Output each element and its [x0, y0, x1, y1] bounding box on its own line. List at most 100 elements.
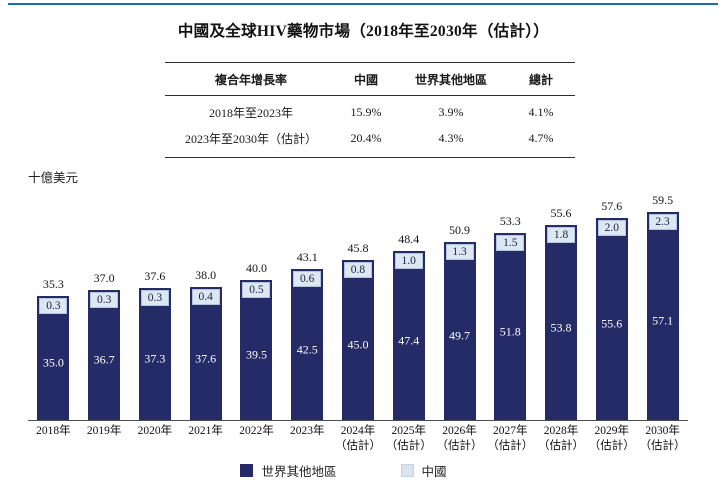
- bar-rest-of-world-segment: 0.3 37.3: [138, 288, 171, 420]
- cagr-row-china-value: 20.4%: [350, 131, 382, 145]
- bar-rest-of-world-segment: 1.3 49.7: [443, 242, 476, 420]
- bar-rest-of-world-value: 55.6: [601, 316, 623, 331]
- cagr-row-total-value: 4.1%: [528, 105, 554, 119]
- bar-group: 40.0 0.5 39.5: [231, 190, 282, 420]
- bar-group: 38.0 0.4 37.6: [180, 190, 231, 420]
- bar-china-segment-label: 0.4: [191, 289, 220, 305]
- bar-group: 55.6 1.8 53.8: [536, 190, 587, 420]
- bar-rest-of-world-segment: 0.6 42.5: [291, 269, 324, 420]
- bar-china-segment-label: 0.3: [39, 298, 68, 314]
- x-axis-label: 2029年 （估計）: [588, 425, 635, 452]
- bar-rest-of-world-segment: 1.8 53.8: [545, 225, 578, 420]
- bar-china-segment-label: 0.6: [293, 271, 322, 287]
- cagr-row-total-value: 4.7%: [528, 131, 554, 145]
- cagr-row-rest-of-world-value: 4.3%: [438, 131, 464, 145]
- bar-china-segment-label: 0.3: [140, 290, 169, 306]
- x-axis-label: 2022年: [239, 425, 274, 437]
- bar-rest-of-world-value: 42.5: [296, 342, 318, 356]
- total-value-label: 53.3: [499, 214, 521, 228]
- total-value-label: 57.6: [601, 199, 623, 213]
- bar-group: 43.1 0.6 42.5: [282, 190, 333, 420]
- legend-item-china: 中國: [400, 461, 447, 480]
- cagr-table-header-row: 複合年增長率 中國 世界其他地區 總計: [165, 63, 575, 96]
- x-axis-labels: 2018年 2019年 2020年 2021年 2022年 2023年 2024年 （估計） 2…: [28, 424, 688, 454]
- bar-rest-of-world-value: 57.1: [652, 313, 674, 328]
- total-value-label: 55.6: [550, 206, 572, 220]
- bar-rest-of-world-value: 49.7: [449, 328, 470, 343]
- bar-group: 35.3 0.3 35.0: [28, 190, 79, 420]
- bar-rest-of-world-value: 51.8: [499, 324, 521, 338]
- page-title: 中國及全球HIV藥物市場（2018年至2030年（估計））: [177, 23, 550, 40]
- chart-legend: 世界其他地區 中國: [0, 461, 687, 480]
- x-axis-label: 2026年 （估計）: [436, 425, 483, 452]
- top-divider-line: [8, 3, 718, 5]
- x-axis-label: 2023年: [289, 425, 325, 437]
- cagr-table-body: 2018年至2023年 15.9% 3.9% 4.1% 2023年至2030年（…: [165, 96, 575, 158]
- total-value-label: 43.1: [296, 250, 318, 264]
- bar-china-segment-label: 1.3: [445, 244, 474, 260]
- legend-swatch-china: [400, 464, 414, 477]
- legend-item-rest-of-world: 世界其他地區: [240, 461, 337, 480]
- bar-china-segment-label: 1.5: [496, 235, 525, 251]
- table-row: 2018年至2023年 15.9% 3.9% 4.1%: [165, 99, 575, 125]
- bar-group: 45.8 0.8 45.0: [333, 190, 384, 420]
- cagr-header-china: 中國: [353, 73, 378, 87]
- bar-group: 37.6 0.3 37.3: [130, 190, 181, 420]
- cagr-row-period: 2018年至2023年: [208, 106, 293, 120]
- cagr-header-total: 總計: [528, 73, 553, 87]
- cagr-row-rest-of-world-value: 3.9%: [438, 105, 464, 119]
- stacked-bar-plot-area: 35.3 0.3 35.0 37.0 0.3 36.7 37.6 0.3 37.3 38.0 0.4…: [28, 190, 688, 421]
- bar-rest-of-world-value: 39.5: [245, 347, 267, 362]
- bar-group: 48.4 1.0 47.4: [383, 190, 434, 420]
- x-axis-label: 2030年 （估計）: [639, 425, 686, 452]
- cagr-row-china-value: 15.9%: [350, 105, 382, 119]
- bar-rest-of-world-segment: 0.5 39.5: [240, 280, 273, 420]
- total-value-label: 40.0: [245, 261, 267, 275]
- total-value-label: 45.8: [347, 241, 369, 255]
- bar-rest-of-world-value: 36.7: [93, 352, 115, 367]
- x-axis-label: 2028年 （估計）: [538, 425, 585, 452]
- bar-rest-of-world-value: 37.3: [144, 351, 166, 366]
- bar-china-segment-label: 1.0: [394, 253, 423, 269]
- total-value-label: 35.3: [42, 277, 64, 291]
- x-axis-label: 2021年: [188, 425, 223, 437]
- total-value-label: 38.0: [195, 268, 217, 282]
- bar-rest-of-world-segment: 0.3 35.0: [37, 296, 70, 420]
- bar-rest-of-world-segment: 0.3 36.7: [88, 290, 121, 420]
- cagr-header-metric: 複合年增長率: [214, 73, 287, 87]
- cagr-row-period: 2023年至2030年（估計）: [184, 132, 317, 146]
- bar-group: 57.6 2.0 55.6: [586, 190, 637, 420]
- bar-rest-of-world-value: 53.8: [550, 320, 572, 334]
- cagr-header-rest-of-world: 世界其他地區: [414, 73, 487, 87]
- x-axis-label: 2025年 （估計）: [385, 425, 432, 452]
- x-axis-label: 2027年 （估計）: [487, 425, 534, 452]
- bar-rest-of-world-segment: 1.5 51.8: [494, 233, 527, 420]
- bar-rest-of-world-value: 47.4: [398, 333, 420, 347]
- bar-china-segment-label: 2.0: [597, 220, 626, 236]
- total-value-label: 59.5: [652, 193, 674, 207]
- total-value-label: 48.4: [398, 232, 420, 246]
- bar-group: 50.9 1.3 49.7: [434, 190, 485, 420]
- bar-group: 59.5 2.3 57.1: [637, 190, 688, 420]
- bar-china-segment-label: 0.3: [90, 292, 119, 308]
- bar-group: 53.3 1.5 51.8: [485, 190, 536, 420]
- bar-rest-of-world-segment: 0.8 45.0: [341, 260, 374, 420]
- total-value-label: 37.0: [93, 271, 115, 285]
- x-axis-label: 2019年: [86, 425, 122, 437]
- bar-china-segment-label: 0.5: [242, 282, 271, 298]
- bar-rest-of-world-value: 37.6: [195, 351, 217, 365]
- y-axis-unit-label: 十億美元: [28, 171, 79, 185]
- bar-rest-of-world-value: 35.0: [42, 355, 64, 370]
- x-axis-label: 2024年 （估計）: [334, 425, 381, 452]
- bar-rest-of-world-segment: 2.0 55.6: [595, 218, 628, 420]
- bar-china-segment-label: 0.8: [343, 262, 372, 278]
- bar-china-segment-label: 2.3: [648, 214, 677, 230]
- x-axis-label: 2018年: [36, 425, 71, 437]
- bar-china-segment-label: 1.8: [547, 227, 576, 243]
- table-row: 2023年至2030年（估計） 20.4% 4.3% 4.7%: [165, 125, 575, 151]
- bar-group: 37.0 0.3 36.7: [79, 190, 130, 420]
- legend-swatch-rest-of-world: [240, 464, 254, 477]
- legend-label-china: 中國: [421, 465, 447, 479]
- x-axis-label: 2020年: [137, 425, 173, 437]
